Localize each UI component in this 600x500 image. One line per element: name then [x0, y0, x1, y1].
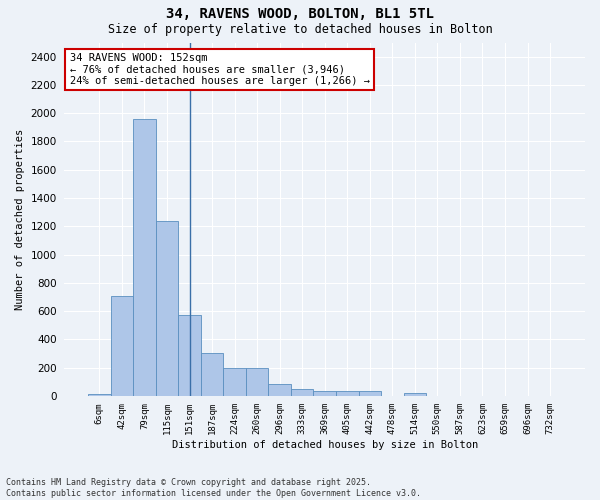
- Y-axis label: Number of detached properties: Number of detached properties: [15, 128, 25, 310]
- Bar: [110, 296, 133, 396]
- Text: 34 RAVENS WOOD: 152sqm
← 76% of detached houses are smaller (3,946)
24% of semi-: 34 RAVENS WOOD: 152sqm ← 76% of detached…: [70, 53, 370, 86]
- Bar: [291, 389, 313, 396]
- Bar: [223, 368, 246, 396]
- Bar: [336, 391, 359, 396]
- Bar: [133, 119, 156, 396]
- Bar: [156, 220, 178, 396]
- Text: Size of property relative to detached houses in Bolton: Size of property relative to detached ho…: [107, 22, 493, 36]
- Bar: [178, 314, 201, 396]
- Bar: [268, 384, 291, 396]
- Bar: [88, 394, 110, 396]
- Text: Contains HM Land Registry data © Crown copyright and database right 2025.
Contai: Contains HM Land Registry data © Crown c…: [6, 478, 421, 498]
- Bar: [404, 393, 426, 396]
- Text: 34, RAVENS WOOD, BOLTON, BL1 5TL: 34, RAVENS WOOD, BOLTON, BL1 5TL: [166, 8, 434, 22]
- Bar: [246, 368, 268, 396]
- Bar: [359, 391, 381, 396]
- Bar: [313, 391, 336, 396]
- Bar: [201, 353, 223, 396]
- X-axis label: Distribution of detached houses by size in Bolton: Distribution of detached houses by size …: [172, 440, 478, 450]
